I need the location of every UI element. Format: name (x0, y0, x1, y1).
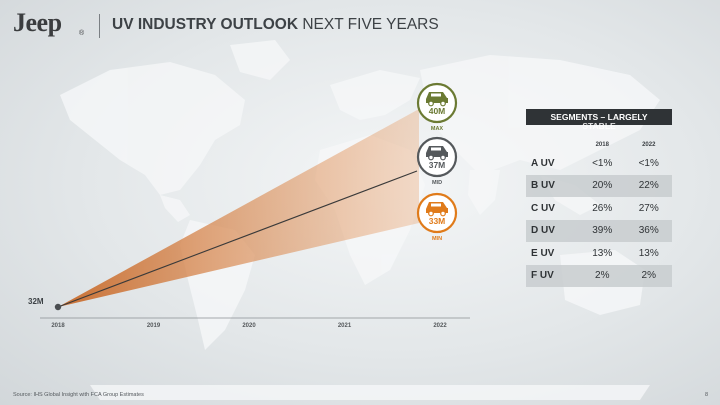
segment-2022: <1% (638, 157, 659, 169)
segment-2018: <1% (592, 157, 613, 169)
endpoint-value-label: 33M (429, 216, 446, 226)
table-row: A UV <1% <1% (526, 152, 672, 175)
col-header-2018: 2018 (595, 142, 609, 148)
table-row: B UV 20% 22% (526, 174, 672, 197)
segment-2022: 2% (625, 264, 672, 287)
x-tick-label: 2020 (242, 323, 256, 329)
registered-mark: ® (79, 30, 85, 37)
segment-label: B UV (526, 174, 579, 197)
segment-2018: 20% (579, 174, 626, 197)
segments-subtitle: STABLE (582, 121, 616, 131)
endpoint-value-label: 40M (429, 106, 446, 116)
segment-2018: 13% (592, 247, 613, 259)
segment-2022: 22% (625, 174, 672, 197)
x-tick-label: 2022 (433, 323, 447, 329)
page-number: 8 (705, 392, 709, 398)
segment-2018: 26% (592, 202, 613, 214)
col-header-label (526, 138, 579, 152)
table-row: E UV 13% 13% (526, 242, 672, 265)
col-header-2022: 2022 (642, 142, 656, 148)
segments-table: 2018 2022 A UV <1% <1% B UV 20% 22% C UV… (526, 138, 672, 287)
table-row: F UV 2% 2% (526, 264, 672, 287)
title-bold: UV INDUSTRY OUTLOOK (112, 16, 299, 33)
segment-label: F UV (526, 264, 579, 287)
segment-2018: 39% (579, 219, 626, 242)
jeep-logo: Jeep (13, 8, 62, 37)
x-tick-label: 2021 (338, 323, 352, 329)
segment-2022: 13% (638, 247, 659, 259)
segment-label: D UV (526, 219, 579, 242)
forecast-range-fan (58, 109, 419, 307)
mid-forecast-line (57, 170, 418, 308)
segments-title: SEGMENTS – LARGELY (526, 109, 672, 125)
suv-icon (426, 92, 448, 107)
segments-header-row: 2018 2022 (526, 138, 672, 152)
start-value-label: 32M (28, 297, 44, 306)
endpoint-max: 40M MAX (416, 82, 458, 132)
start-point (54, 303, 62, 311)
header-divider (99, 14, 100, 38)
segment-2018: 2% (579, 264, 626, 287)
endpoint-name-label: MIN (432, 236, 442, 242)
endpoint-name-label: MID (432, 180, 442, 186)
endpoint-value-label: 37M (429, 160, 446, 170)
endpoint-name-label: MAX (431, 126, 444, 132)
slide-title: UV INDUSTRY OUTLOOK NEXT FIVE YEARS (112, 16, 439, 34)
segment-2022: 36% (625, 219, 672, 242)
suv-icon (426, 146, 448, 161)
endpoint-mid: 37M MID (416, 136, 458, 186)
x-tick-label: 2018 (51, 323, 65, 329)
segment-label: A UV (531, 157, 555, 169)
table-row: D UV 39% 36% (526, 219, 672, 242)
segment-label: C UV (531, 202, 555, 214)
table-row: C UV 26% 27% (526, 197, 672, 220)
segment-2022: 27% (638, 202, 659, 214)
source-note: Source: IHS Global Insight with FCA Grou… (13, 392, 144, 398)
slide-header: Jeep ® UV INDUSTRY OUTLOOK NEXT FIVE YEA… (0, 0, 720, 48)
segment-label: E UV (531, 247, 555, 259)
suv-icon (426, 202, 448, 217)
x-tick-label: 2019 (147, 323, 161, 329)
title-rest: NEXT FIVE YEARS (298, 16, 439, 33)
endpoint-min: 33M MIN (416, 192, 458, 242)
